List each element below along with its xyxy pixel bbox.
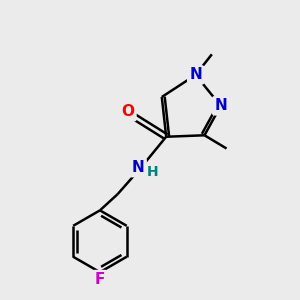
Text: O: O	[122, 104, 134, 119]
Text: F: F	[95, 272, 105, 287]
Text: N: N	[189, 68, 202, 82]
Text: N: N	[132, 160, 145, 175]
Text: H: H	[147, 165, 159, 179]
Text: N: N	[214, 98, 227, 113]
